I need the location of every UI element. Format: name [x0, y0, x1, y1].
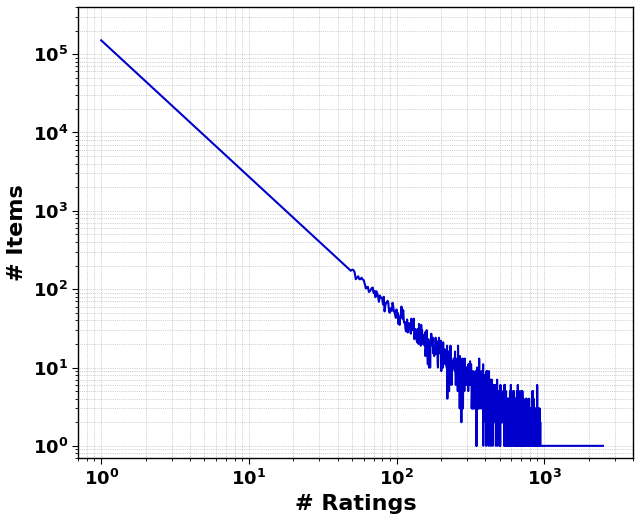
X-axis label: # Ratings: # Ratings	[295, 494, 417, 514]
Y-axis label: # Items: # Items	[7, 184, 27, 281]
